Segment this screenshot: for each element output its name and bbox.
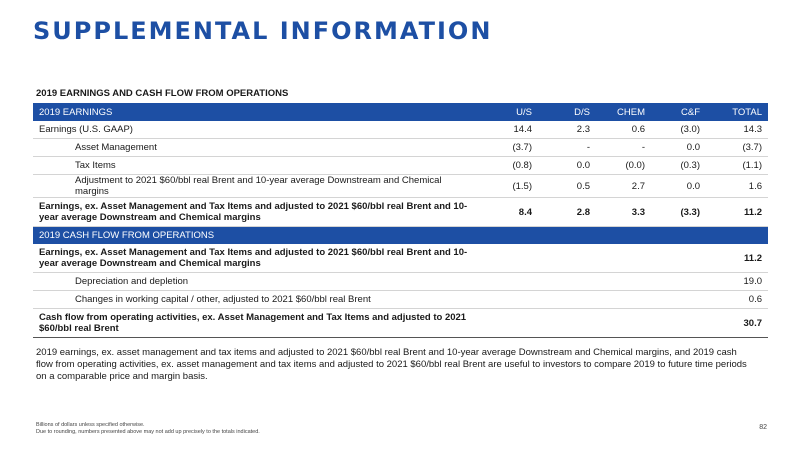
cell-value: 0.0 [651, 174, 706, 198]
row-label: Changes in working capital / other, adju… [33, 290, 483, 309]
table-row: Tax Items (0.8) 0.0 (0.0) (0.3) (1.1) [33, 156, 768, 175]
cell-value: (3.7) [483, 138, 538, 157]
cell-value: 19.0 [706, 272, 768, 291]
row-label: Cash flow from operating activities, ex.… [33, 308, 483, 338]
cell-value: 0.0 [538, 156, 596, 175]
cell-value: 14.3 [706, 121, 768, 139]
cell-value: 0.6 [596, 121, 651, 139]
cell-value: (0.8) [483, 156, 538, 175]
table-row: Adjustment to 2021 $60/bbl real Brent an… [33, 174, 768, 198]
table-row: Earnings (U.S. GAAP) 14.4 2.3 0.6 (3.0) … [33, 121, 768, 139]
col-header-us: U/S [483, 103, 538, 121]
footnotes: Billions of dollars unless specified oth… [36, 422, 260, 436]
cell-value: 2.8 [538, 197, 596, 227]
row-label: Earnings, ex. Asset Management and Tax I… [33, 197, 483, 227]
earnings-total-row: Earnings, ex. Asset Management and Tax I… [33, 197, 768, 227]
cell-value: (0.3) [651, 156, 706, 175]
earnings-header-row: 2019 EARNINGS U/S D/S CHEM C&F TOTAL [33, 103, 768, 121]
cell-value: 11.2 [706, 197, 768, 227]
cell-value: (1.1) [706, 156, 768, 175]
row-label: Earnings (U.S. GAAP) [33, 121, 483, 139]
cell-value: 2.3 [538, 121, 596, 139]
footnote-units: Billions of dollars unless specified oth… [36, 422, 145, 428]
cell-value: 0.6 [706, 290, 768, 309]
cell-value: (3.7) [706, 138, 768, 157]
table-row: Asset Management (3.7) - - 0.0 (3.7) [33, 138, 768, 157]
cashflow-header-label: 2019 CASH FLOW FROM OPERATIONS [33, 226, 768, 244]
cell-value: - [538, 138, 596, 157]
earnings-header-label: 2019 EARNINGS [33, 103, 483, 121]
col-header-ds: D/S [538, 103, 596, 121]
page-title: SUPPLEMENTAL INFORMATION [33, 17, 493, 45]
row-label: Earnings, ex. Asset Management and Tax I… [33, 244, 483, 273]
explanatory-note: 2019 earnings, ex. asset management and … [36, 347, 747, 382]
cell-value: (1.5) [483, 174, 538, 198]
table-row: Changes in working capital / other, adju… [33, 290, 768, 309]
row-label: Adjustment to 2021 $60/bbl real Brent an… [33, 174, 483, 198]
earnings-cashflow-table: 2019 EARNINGS U/S D/S CHEM C&F TOTAL Ear… [33, 103, 768, 338]
col-header-chem: CHEM [596, 103, 651, 121]
row-label: Tax Items [33, 156, 483, 175]
cashflow-start-row: Earnings, ex. Asset Management and Tax I… [33, 244, 768, 273]
cell-value: - [596, 138, 651, 157]
cell-value: 8.4 [483, 197, 538, 227]
row-label: Asset Management [33, 138, 483, 157]
cell-value: 0.5 [538, 174, 596, 198]
cell-value: 30.7 [706, 308, 768, 338]
table-row: Depreciation and depletion 19.0 [33, 272, 768, 291]
cell-value: (3.3) [651, 197, 706, 227]
cashflow-total-row: Cash flow from operating activities, ex.… [33, 308, 768, 338]
cell-value: 2.7 [596, 174, 651, 198]
row-label: Depreciation and depletion [33, 272, 483, 291]
cell-value: 14.4 [483, 121, 538, 139]
cell-value: (0.0) [596, 156, 651, 175]
cell-value: 0.0 [651, 138, 706, 157]
page-number: 82 [759, 424, 767, 431]
cell-value: 11.2 [706, 244, 768, 273]
col-header-cf: C&F [651, 103, 706, 121]
cashflow-header-row: 2019 CASH FLOW FROM OPERATIONS [33, 226, 768, 244]
section-label: 2019 EARNINGS AND CASH FLOW FROM OPERATI… [36, 88, 289, 99]
cell-value: 3.3 [596, 197, 651, 227]
cell-value: (3.0) [651, 121, 706, 139]
col-header-total: TOTAL [706, 103, 768, 121]
cell-value: 1.6 [706, 174, 768, 198]
footnote-rounding: Due to rounding, numbers presented above… [36, 429, 260, 435]
